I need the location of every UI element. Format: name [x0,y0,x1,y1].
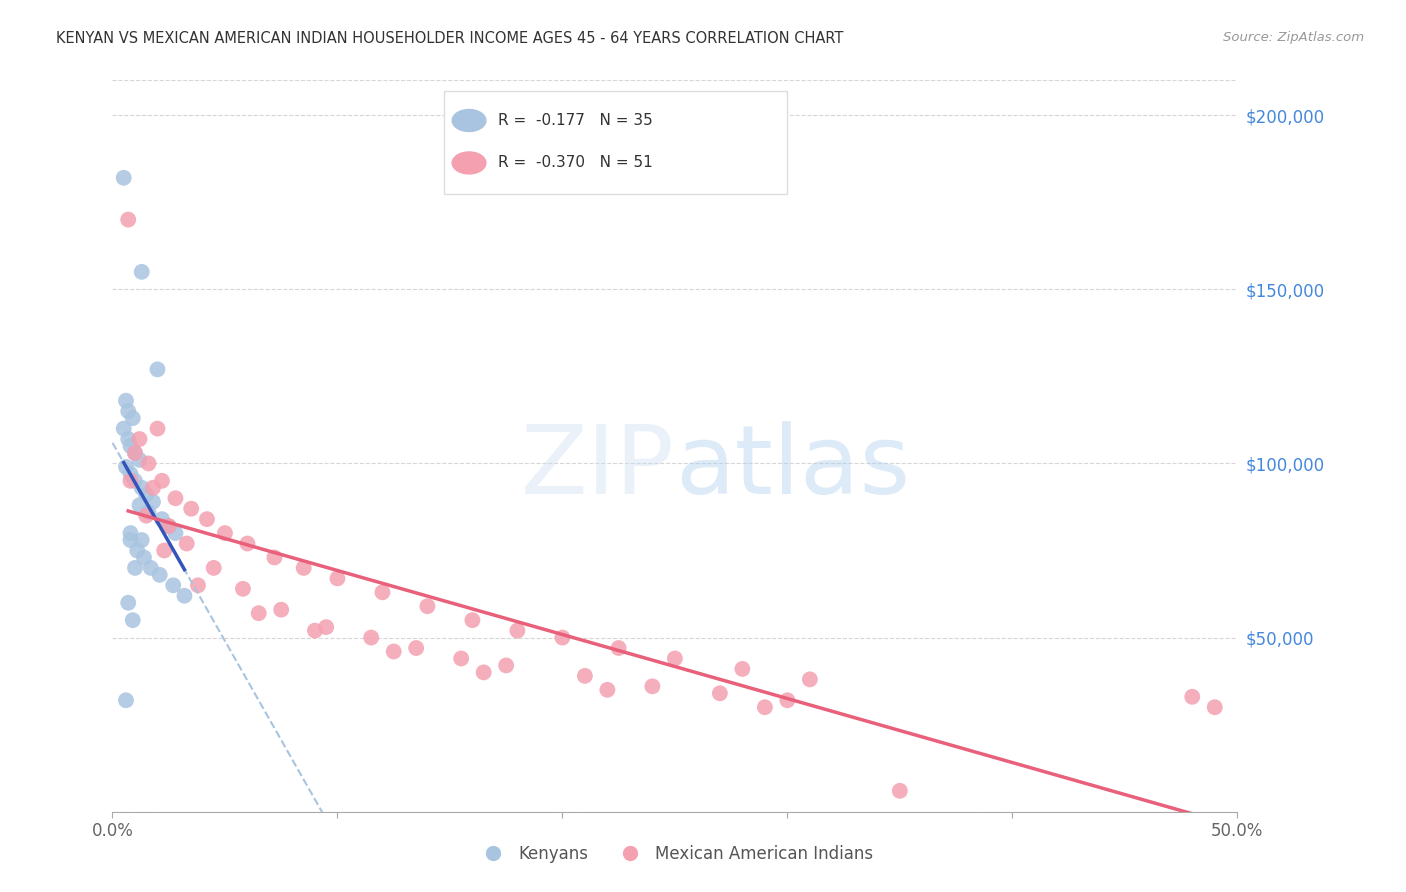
Point [138,457,160,471]
Point [405,640,427,655]
Point [162,578,184,592]
Point [124,446,146,460]
Point [131,533,153,547]
Point [124,561,146,575]
Point [371,585,394,599]
Point [596,682,619,697]
Point [131,265,153,279]
Point [142,481,165,495]
Point [117,212,139,227]
Point [709,686,731,700]
Point [236,536,259,550]
Point [115,393,138,408]
Point [315,620,337,634]
Point [461,613,484,627]
Point [382,644,405,658]
Point [135,488,157,502]
Point [120,474,142,488]
Point [292,561,315,575]
Point [574,669,596,683]
Point [304,624,326,638]
Point [247,606,270,620]
Point [416,599,439,614]
Point [115,693,138,707]
Point [506,624,529,638]
Point [173,589,195,603]
Point [799,673,821,687]
Point [128,453,150,467]
Point [187,578,209,592]
Point [754,700,776,714]
Point [149,567,172,582]
Legend: Kenyans, Mexican American Indians: Kenyans, Mexican American Indians [470,838,880,869]
Point [326,571,349,585]
Point [232,582,254,596]
Point [112,421,135,435]
Point [120,467,142,481]
Point [146,362,169,376]
Point [889,784,911,798]
Point [139,561,162,575]
Point [142,494,165,508]
Point [165,526,187,541]
Point [132,550,155,565]
Circle shape [453,110,486,131]
Point [180,501,202,516]
Point [117,404,139,418]
Point [607,640,630,655]
Point [150,474,173,488]
Point [131,481,153,495]
Point [128,498,150,512]
Point [360,631,382,645]
Point [551,631,574,645]
Text: KENYAN VS MEXICAN AMERICAN INDIAN HOUSEHOLDER INCOME AGES 45 - 64 YEARS CORRELAT: KENYAN VS MEXICAN AMERICAN INDIAN HOUSEH… [56,31,844,46]
Point [124,474,146,488]
Point [214,526,236,541]
Point [202,561,225,575]
Text: atlas: atlas [675,421,910,515]
Point [641,679,664,693]
Point [117,432,139,446]
Point [157,519,180,533]
Point [120,533,142,547]
Text: Source: ZipAtlas.com: Source: ZipAtlas.com [1223,31,1364,45]
Point [664,651,686,665]
Point [153,543,176,558]
Point [776,693,799,707]
Point [138,505,160,519]
Point [124,446,146,460]
Point [135,508,157,523]
Point [120,439,142,453]
Text: ZIP: ZIP [522,421,675,515]
Point [263,550,285,565]
Point [165,491,187,506]
Point [127,543,149,558]
Point [117,596,139,610]
Point [121,613,143,627]
Point [176,536,198,550]
Point [195,512,218,526]
Point [270,603,292,617]
Point [1181,690,1204,704]
Point [115,459,138,474]
Point [128,432,150,446]
Point [731,662,754,676]
Point [495,658,517,673]
Point [121,411,143,425]
Point [157,519,180,533]
Point [120,526,142,541]
Point [450,651,472,665]
Point [112,170,135,185]
Point [1204,700,1226,714]
Circle shape [453,152,486,174]
Point [150,512,173,526]
Text: R =  -0.370   N = 51: R = -0.370 N = 51 [498,155,652,170]
Point [146,421,169,435]
Text: R =  -0.177   N = 35: R = -0.177 N = 35 [498,113,652,128]
FancyBboxPatch shape [444,91,787,194]
Point [472,665,495,680]
